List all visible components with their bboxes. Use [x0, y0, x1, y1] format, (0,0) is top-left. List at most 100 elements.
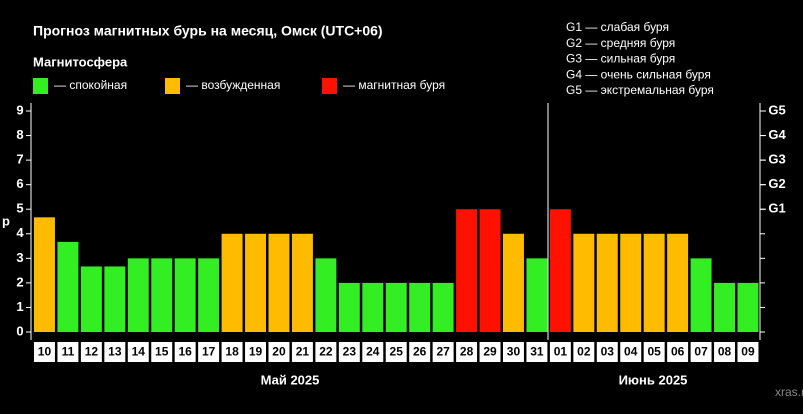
- chart-title: Прогноз магнитных бурь на месяц, Омск (U…: [33, 23, 383, 39]
- date-box: [127, 342, 149, 362]
- x-tick-label: 24: [366, 345, 380, 359]
- date-box: [667, 342, 689, 362]
- x-tick-label: 20: [272, 345, 286, 359]
- bar: [432, 282, 454, 332]
- x-tick-label: 19: [249, 345, 263, 359]
- x-tick-label: 22: [319, 345, 333, 359]
- bar: [667, 233, 689, 332]
- legend-label: — спокойная: [54, 78, 127, 92]
- bar: [34, 217, 55, 332]
- bar: [221, 233, 243, 332]
- x-tick-label: 13: [108, 345, 122, 359]
- y-tick-label: 9: [16, 102, 23, 117]
- y-tick-label: 1: [16, 299, 23, 314]
- date-box: [737, 342, 759, 362]
- x-tick-label: 23: [343, 345, 357, 359]
- bar: [338, 282, 360, 332]
- x-tick-label: 18: [225, 345, 239, 359]
- date-box: [268, 342, 290, 362]
- y-tick-label: 0: [16, 323, 23, 338]
- x-tick-label: 10: [38, 345, 52, 359]
- date-box: [198, 342, 220, 362]
- month-label: Июнь 2025: [619, 372, 688, 387]
- date-box: [315, 342, 337, 362]
- bar: [385, 282, 407, 332]
- x-tick-label: 31: [530, 345, 544, 359]
- date-box: [573, 342, 595, 362]
- x-tick-label: 15: [155, 345, 169, 359]
- x-tick-label: 07: [694, 345, 708, 359]
- y2-tick-label: G5: [768, 102, 785, 117]
- bar: [127, 258, 149, 332]
- y2-tick-label: G1: [768, 201, 785, 216]
- x-tick-label: 30: [507, 345, 521, 359]
- date-box: [714, 342, 735, 362]
- date-box: [479, 342, 501, 362]
- x-tick-label: 03: [601, 345, 615, 359]
- date-box: [104, 342, 126, 362]
- bar: [245, 233, 266, 332]
- date-box: [432, 342, 454, 362]
- x-tick-label: 17: [202, 345, 216, 359]
- bar: [643, 233, 665, 332]
- bar: [596, 233, 618, 332]
- bar: [620, 233, 642, 332]
- y-tick-label: 7: [16, 152, 23, 167]
- month-label: Май 2025: [261, 372, 320, 387]
- x-tick-label: 26: [413, 345, 427, 359]
- x-tick-label: 01: [554, 345, 568, 359]
- date-box: [151, 342, 173, 362]
- y-tick-label: 5: [16, 201, 23, 216]
- date-box: [456, 342, 478, 362]
- date-box: [549, 342, 571, 362]
- legend-swatch: [33, 78, 48, 94]
- g-scale-item: G1 — слабая буря: [566, 20, 669, 34]
- date-box: [690, 342, 712, 362]
- bar: [503, 233, 524, 332]
- bar: [315, 258, 337, 332]
- legend-swatch: [165, 78, 180, 94]
- bar: [573, 233, 595, 332]
- date-box: [620, 342, 642, 362]
- bar: [104, 266, 126, 332]
- date-box: [291, 342, 313, 362]
- y2-tick-label: G3: [768, 152, 785, 167]
- x-tick-label: 02: [577, 345, 591, 359]
- bar: [526, 258, 548, 332]
- date-box: [57, 342, 79, 362]
- g-scale-item: G3 — сильная буря: [566, 52, 675, 66]
- date-box: [526, 342, 548, 362]
- y-tick-label: 4: [16, 225, 24, 240]
- legend-label: — возбужденная: [186, 78, 280, 92]
- bar: [57, 241, 79, 332]
- date-box: [245, 342, 266, 362]
- bar: [291, 233, 313, 332]
- date-box: [338, 342, 360, 362]
- x-tick-label: 08: [718, 345, 732, 359]
- bar: [690, 258, 712, 332]
- y2-tick-label: G4: [768, 127, 786, 142]
- g-scale-item: G5 — экстремальная буря: [566, 83, 714, 97]
- g-scale-item: G2 — средняя буря: [566, 36, 675, 50]
- date-box: [80, 342, 102, 362]
- y-tick-label: 6: [16, 176, 23, 191]
- bar: [714, 282, 735, 332]
- date-box: [643, 342, 665, 362]
- date-box: [174, 342, 196, 362]
- date-box: [409, 342, 431, 362]
- date-box: [362, 342, 384, 362]
- x-tick-label: 06: [671, 345, 685, 359]
- y-tick-label: 2: [16, 274, 23, 289]
- date-box: [385, 342, 407, 362]
- y-axis-label: p: [2, 213, 10, 228]
- date-box: [596, 342, 618, 362]
- x-tick-label: 21: [296, 345, 310, 359]
- bar: [268, 233, 290, 332]
- bar: [409, 282, 431, 332]
- x-tick-label: 25: [390, 345, 404, 359]
- x-tick-label: 04: [624, 345, 638, 359]
- y2-tick-label: G2: [768, 176, 785, 191]
- x-tick-label: 27: [436, 345, 450, 359]
- x-tick-label: 16: [178, 345, 192, 359]
